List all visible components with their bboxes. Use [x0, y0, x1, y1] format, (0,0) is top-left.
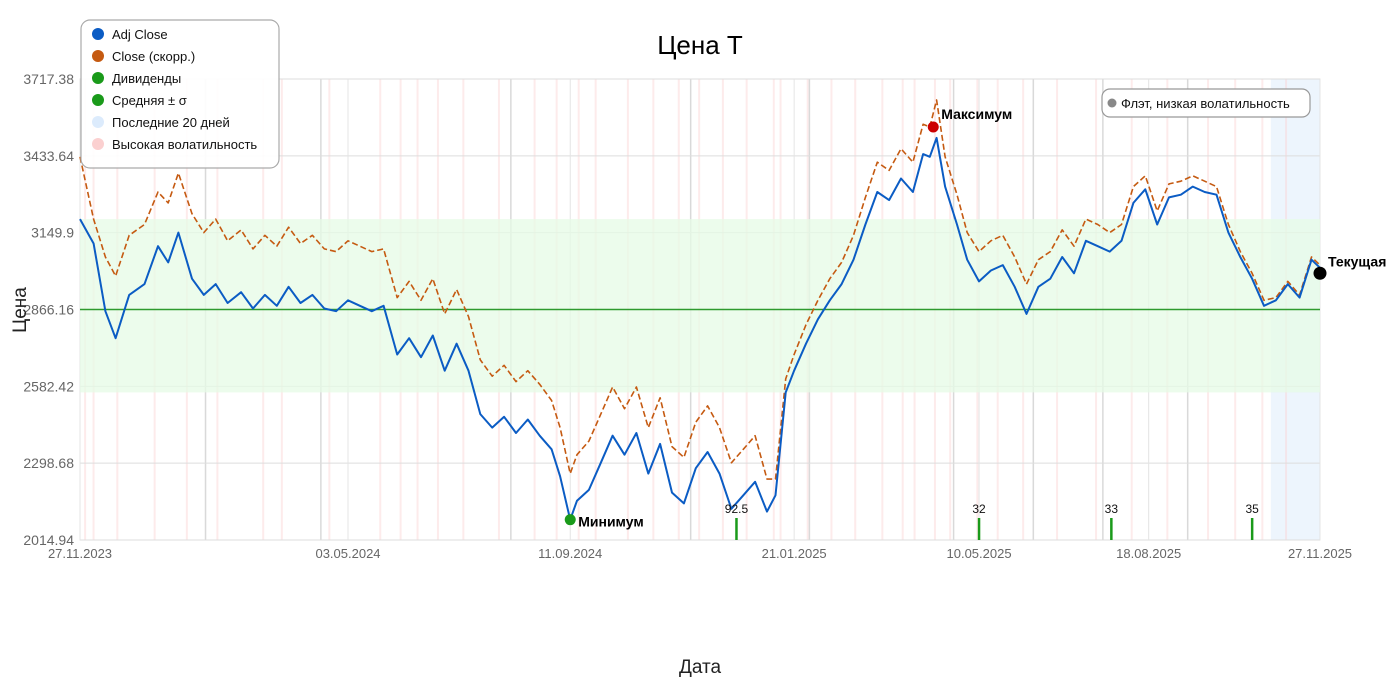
min-label: Минимум — [578, 514, 643, 530]
series-adj-close — [79, 136, 1321, 521]
legend-marker — [92, 50, 104, 62]
legend-label: Средняя ± σ — [112, 93, 187, 108]
legend-label: Высокая волатильность — [112, 137, 257, 152]
axes: 2014.94 2298.68 2582.42 2866.16 3149.9 3433.6… — [23, 71, 1352, 561]
dividends-layer: 92.5 32 33 35 — [725, 502, 1259, 540]
chart-title: Цена T — [657, 30, 743, 60]
legend-marker — [92, 138, 104, 150]
current-label: Текущая — [1328, 253, 1386, 269]
x-tick-label: 27.11.2023 — [48, 546, 112, 561]
x-tick-label: 03.05.2024 — [315, 546, 380, 561]
legend-label: Дивиденды — [112, 71, 181, 86]
x-tick-label: 11.09.2024 — [538, 546, 602, 561]
annotations-layer: Максимум Минимум Текущая — [564, 106, 1386, 530]
sigma-band — [80, 219, 1320, 393]
side-legend: Флэт, низкая волатильность — [1101, 88, 1311, 118]
x-tick-label: 18.08.2025 — [1116, 546, 1181, 561]
y-tick-label: 2582.42 — [23, 378, 74, 394]
series-layer — [79, 99, 1321, 521]
x-tick-label: 21.01.2025 — [762, 546, 827, 561]
y-tick-label: 2298.68 — [23, 455, 74, 471]
y-tick-label: 2866.16 — [23, 302, 74, 318]
y-tick-label: 2014.94 — [23, 532, 74, 548]
y-tick-label: 3149.9 — [31, 225, 74, 241]
x-tick-label: 10.05.2025 — [947, 546, 1012, 561]
series-close-adjusted — [79, 99, 1321, 480]
dividend-label: 92.5 — [725, 502, 749, 516]
legend-box — [80, 19, 280, 169]
x-tick-label: 27.11.2025 — [1288, 546, 1352, 561]
legend-label: Close (скорр.) — [112, 49, 195, 64]
legend: Adj Close Close (скорр.) Дивиденды Средняя … — [80, 19, 280, 169]
dividend-label: 35 — [1245, 502, 1259, 516]
x-axis-label: Дата — [679, 657, 722, 678]
legend-marker — [92, 28, 104, 40]
max-point — [927, 121, 939, 133]
dividend-label: 33 — [1105, 502, 1119, 516]
min-point — [564, 514, 576, 526]
legend-label: Последние 20 дней — [112, 115, 230, 130]
y-tick-label: 3717.38 — [23, 71, 74, 87]
legend-marker — [92, 72, 104, 84]
legend-marker — [92, 94, 104, 106]
y-tick-label: 3433.64 — [23, 148, 74, 164]
legend-marker — [92, 116, 104, 128]
side-legend-box — [1101, 88, 1311, 118]
dividend-label: 32 — [972, 502, 986, 516]
y-axis-label: Цена — [10, 287, 31, 333]
side-legend-label: Флэт, низкая волатильность — [1121, 96, 1290, 111]
mean-band — [80, 219, 1320, 393]
max-label: Максимум — [941, 106, 1012, 122]
current-point — [1313, 266, 1327, 280]
legend-label: Adj Close — [112, 27, 168, 42]
side-legend-marker — [1107, 98, 1117, 108]
